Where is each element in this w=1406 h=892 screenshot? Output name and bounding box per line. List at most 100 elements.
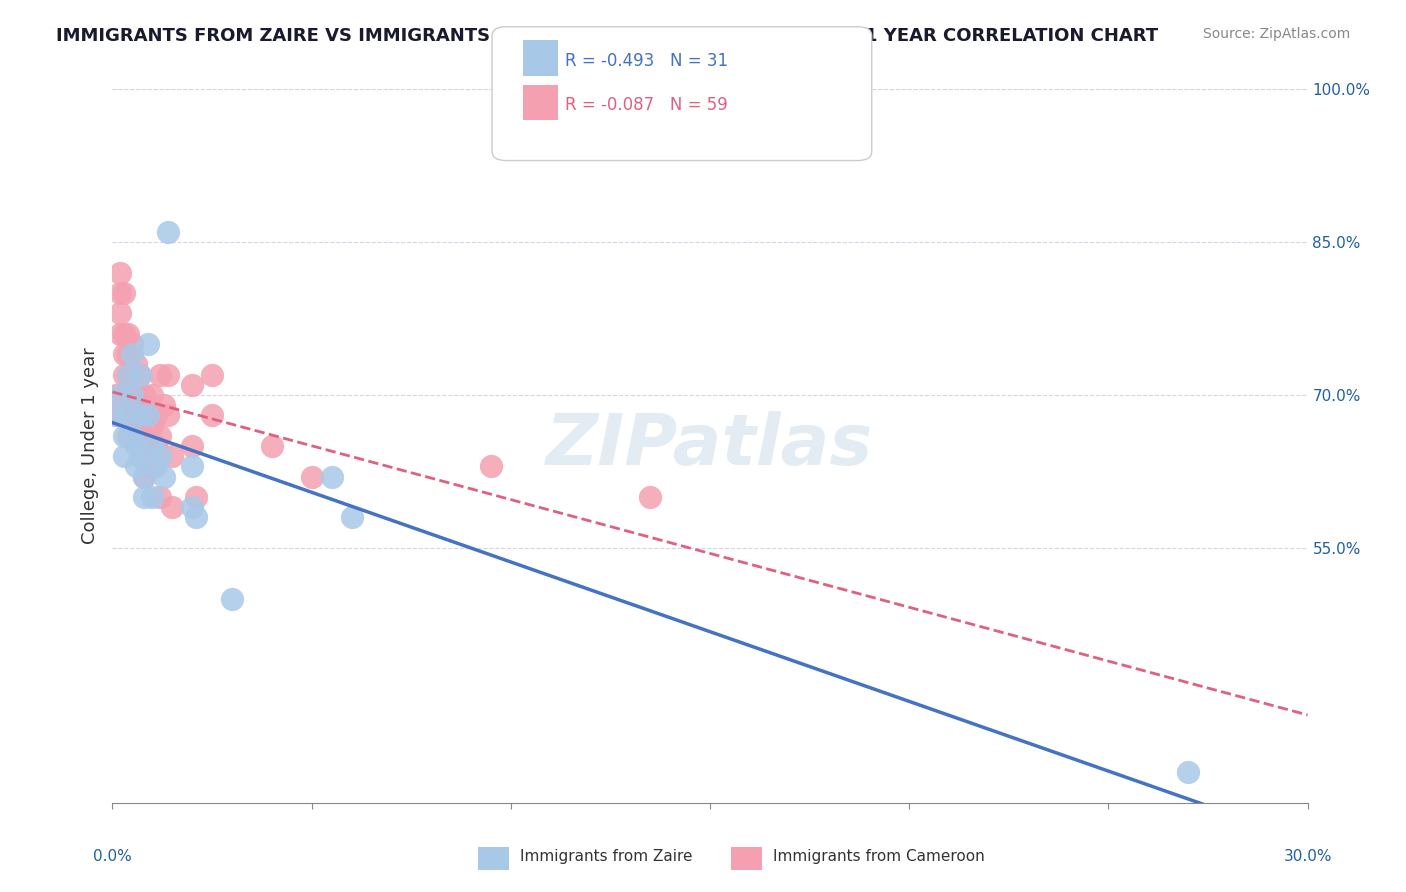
Point: [134, 469, 156, 483]
Point: [129, 388, 152, 402]
Point: [125, 388, 148, 402]
Point: [110, 286, 132, 301]
Point: [121, 429, 143, 443]
Point: [134, 429, 156, 443]
Point: [186, 490, 208, 504]
Point: [181, 500, 204, 515]
Point: [162, 449, 183, 463]
Point: [117, 409, 139, 423]
Point: [141, 418, 163, 433]
Point: [138, 439, 160, 453]
Point: [145, 409, 167, 423]
Point: [129, 449, 152, 463]
Point: [117, 429, 139, 443]
Point: [157, 368, 180, 382]
Point: [141, 388, 163, 402]
Point: [114, 368, 135, 382]
Point: [301, 469, 323, 483]
Point: [121, 388, 143, 402]
Point: [125, 459, 148, 474]
Point: [121, 347, 143, 361]
Point: [141, 490, 163, 504]
Point: [153, 469, 176, 483]
Point: [121, 368, 143, 382]
Point: [149, 429, 172, 443]
Point: [1177, 765, 1199, 780]
Point: [134, 409, 156, 423]
Point: [105, 409, 128, 423]
Point: [125, 358, 148, 372]
Point: [114, 326, 135, 341]
Point: [121, 409, 143, 423]
Point: [145, 459, 167, 474]
Point: [125, 429, 148, 443]
Point: [134, 469, 156, 483]
Point: [110, 266, 132, 280]
Point: [105, 409, 128, 423]
Point: [134, 490, 156, 504]
Point: [181, 377, 204, 392]
Point: [201, 368, 224, 382]
Point: [114, 449, 135, 463]
Point: [149, 490, 172, 504]
Point: [121, 388, 143, 402]
Point: [149, 449, 172, 463]
Point: [110, 326, 132, 341]
Point: [640, 490, 662, 504]
Text: 0.0%: 0.0%: [93, 848, 132, 863]
Y-axis label: College, Under 1 year: College, Under 1 year: [80, 348, 98, 544]
Point: [114, 388, 135, 402]
Point: [114, 286, 135, 301]
Point: [134, 388, 156, 402]
Point: [117, 368, 139, 382]
Text: R = -0.493   N = 31: R = -0.493 N = 31: [565, 52, 728, 70]
Point: [129, 409, 152, 423]
Point: [117, 409, 139, 423]
Point: [121, 337, 143, 351]
Point: [110, 306, 132, 320]
Point: [138, 337, 160, 351]
Point: [162, 500, 183, 515]
Text: Immigrants from Zaire: Immigrants from Zaire: [520, 849, 693, 863]
Point: [117, 368, 139, 382]
Point: [321, 469, 343, 483]
Point: [117, 347, 139, 361]
Point: [117, 388, 139, 402]
Point: [153, 398, 176, 412]
Point: [201, 409, 224, 423]
Point: [141, 459, 163, 474]
Text: 30.0%: 30.0%: [1284, 848, 1331, 863]
Point: [138, 409, 160, 423]
Point: [221, 591, 243, 606]
Point: [110, 388, 132, 402]
Point: [181, 459, 204, 474]
Point: [105, 388, 128, 402]
Text: R = -0.087   N = 59: R = -0.087 N = 59: [565, 96, 728, 114]
Point: [121, 429, 143, 443]
Text: ZIPatlas: ZIPatlas: [547, 411, 873, 481]
Point: [125, 439, 148, 453]
Text: IMMIGRANTS FROM ZAIRE VS IMMIGRANTS FROM CAMEROON COLLEGE, UNDER 1 YEAR CORRELAT: IMMIGRANTS FROM ZAIRE VS IMMIGRANTS FROM…: [56, 27, 1159, 45]
Point: [141, 439, 163, 453]
Point: [125, 409, 148, 423]
Point: [340, 510, 363, 524]
Point: [260, 439, 283, 453]
Point: [114, 347, 135, 361]
Point: [157, 225, 180, 239]
Text: Immigrants from Cameroon: Immigrants from Cameroon: [773, 849, 986, 863]
Point: [129, 368, 152, 382]
Point: [114, 429, 135, 443]
Point: [138, 459, 160, 474]
Point: [157, 409, 180, 423]
Point: [129, 368, 152, 382]
Point: [149, 368, 172, 382]
Point: [117, 326, 139, 341]
Point: [479, 459, 502, 474]
Point: [138, 409, 160, 423]
Point: [145, 439, 167, 453]
Point: [129, 409, 152, 423]
Text: Source: ZipAtlas.com: Source: ZipAtlas.com: [1202, 27, 1350, 41]
Point: [181, 439, 204, 453]
Point: [129, 439, 152, 453]
Point: [186, 510, 208, 524]
